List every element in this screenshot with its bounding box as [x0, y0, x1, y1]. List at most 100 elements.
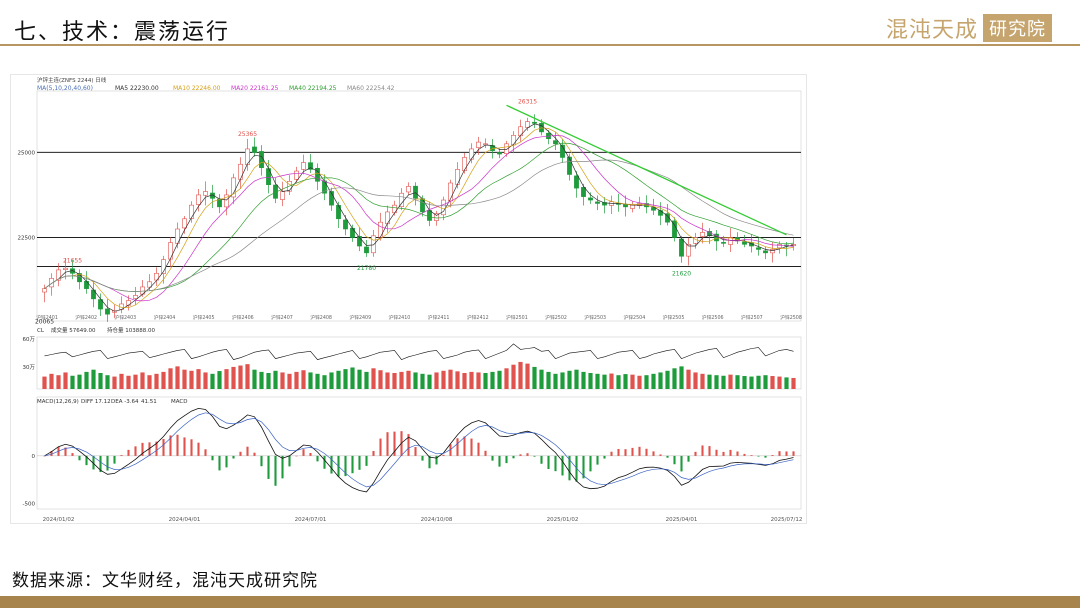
- volume-legend-item: 成交量 57649.00: [51, 326, 96, 334]
- contract-label: 沪锌2409: [349, 314, 371, 321]
- candle-body: [742, 241, 747, 245]
- contract-label: 沪锌2401: [36, 314, 58, 321]
- candle-body: [462, 157, 467, 172]
- macd-histogram-bar: [246, 446, 249, 456]
- volume-bar: [343, 369, 348, 389]
- candle-body: [399, 192, 404, 208]
- chart-header: 沪锌主连(ZNFS 2244) 日线: [37, 76, 107, 84]
- volume-bar: [651, 373, 656, 389]
- candle-body: [504, 143, 509, 154]
- volume-bar: [266, 372, 271, 389]
- macd-histogram-bar: [449, 444, 452, 456]
- contract-label: 沪锌2503: [584, 314, 606, 321]
- candle-body: [623, 204, 628, 208]
- candle-body: [357, 236, 362, 247]
- volume-bar: [658, 372, 663, 389]
- candle-body: [147, 281, 152, 288]
- macd-histogram-bar: [211, 455, 214, 461]
- contract-label: 沪锌2402: [75, 314, 97, 321]
- macd-histogram-bar: [701, 445, 704, 456]
- volume-bar: [112, 376, 117, 389]
- volume-bar: [749, 376, 754, 389]
- candle-body: [301, 162, 306, 170]
- candle-body: [700, 232, 705, 237]
- candle-body: [630, 204, 635, 209]
- volume-bar: [518, 361, 523, 389]
- macd-histogram-bar: [743, 453, 746, 456]
- volume-bar: [763, 375, 768, 389]
- macd-tick-label: -500: [23, 501, 36, 507]
- volume-bar: [686, 369, 691, 389]
- volume-bar: [448, 369, 453, 389]
- volume-bar: [336, 370, 341, 389]
- macd-histogram-bar: [638, 446, 641, 456]
- contract-label: 沪锌2411: [428, 314, 450, 321]
- candle-body: [49, 278, 54, 288]
- macd-histogram-bar: [169, 435, 172, 456]
- macd-histogram-bar: [253, 452, 256, 456]
- volume-bar: [406, 370, 411, 389]
- macd-histogram-bar: [386, 432, 389, 456]
- contract-label: 沪锌2507: [741, 314, 763, 321]
- macd-histogram-bar: [92, 455, 95, 470]
- macd-histogram-bar: [260, 455, 263, 467]
- macd-histogram-bar: [715, 449, 718, 456]
- macd-histogram-bar: [435, 455, 438, 465]
- volume-bar: [378, 370, 383, 389]
- volume-bar: [427, 374, 432, 389]
- macd-histogram-bar: [729, 449, 732, 456]
- macd-histogram-bar: [99, 455, 102, 473]
- volume-bar: [154, 373, 159, 389]
- macd-histogram-bar: [652, 451, 655, 456]
- macd-histogram-bar: [281, 455, 284, 479]
- candle-body: [308, 162, 313, 170]
- volume-bar: [637, 375, 642, 389]
- candle-body: [588, 197, 593, 201]
- moving-average-line: [44, 127, 794, 309]
- candle-body: [84, 280, 89, 289]
- volume-panel-frame: [36, 336, 802, 390]
- moving-average-line: [44, 142, 794, 292]
- volume-bar: [546, 371, 551, 389]
- contract-label: 沪锌2508: [780, 314, 802, 321]
- macd-diff-line: [44, 407, 794, 493]
- candle-body: [651, 207, 656, 211]
- macd-histogram-bar: [673, 455, 676, 465]
- contract-label: 沪锌2408: [310, 314, 332, 321]
- macd-histogram-bar: [351, 455, 354, 474]
- volume-bar: [217, 371, 222, 389]
- volume-bar: [714, 375, 719, 389]
- price-annotation: 25365: [238, 131, 257, 138]
- macd-histogram-bar: [554, 455, 557, 472]
- macd-histogram-bar: [162, 438, 165, 456]
- macd-histogram-bar: [127, 449, 130, 456]
- macd-histogram-bar: [393, 431, 396, 456]
- volume-bar: [644, 375, 649, 389]
- volume-bar: [70, 375, 75, 389]
- macd-label: MACD(12,26,9): [37, 399, 79, 405]
- macd-histogram-bar: [197, 442, 200, 456]
- volume-bar: [294, 371, 299, 389]
- volume-bar: [588, 372, 593, 389]
- ma-legend-item: MA60 22254.42: [347, 85, 395, 92]
- volume-bar: [602, 374, 607, 389]
- volume-tick-label: 30万: [23, 364, 36, 371]
- volume-bar: [455, 371, 460, 389]
- volume-bar: [84, 371, 89, 389]
- candle-body: [371, 235, 376, 254]
- volume-bar: [735, 375, 740, 389]
- volume-bar: [357, 369, 362, 389]
- candle-body: [168, 242, 173, 260]
- macd-histogram-bar: [456, 438, 459, 456]
- candle-body: [553, 140, 558, 145]
- contract-label: 沪锌2412: [467, 314, 489, 321]
- volume-bar: [483, 372, 488, 389]
- source-note: 数据来源：文华财经，混沌天成研究院: [12, 571, 318, 591]
- brand-box: 研究院: [983, 14, 1052, 42]
- volume-bar: [147, 375, 152, 389]
- candle-body: [448, 182, 453, 202]
- slide-title: 七、技术：震荡运行: [14, 20, 231, 45]
- macd-panel-frame: [36, 396, 802, 510]
- candle-body: [238, 163, 243, 180]
- macd-histogram-bar: [428, 455, 431, 469]
